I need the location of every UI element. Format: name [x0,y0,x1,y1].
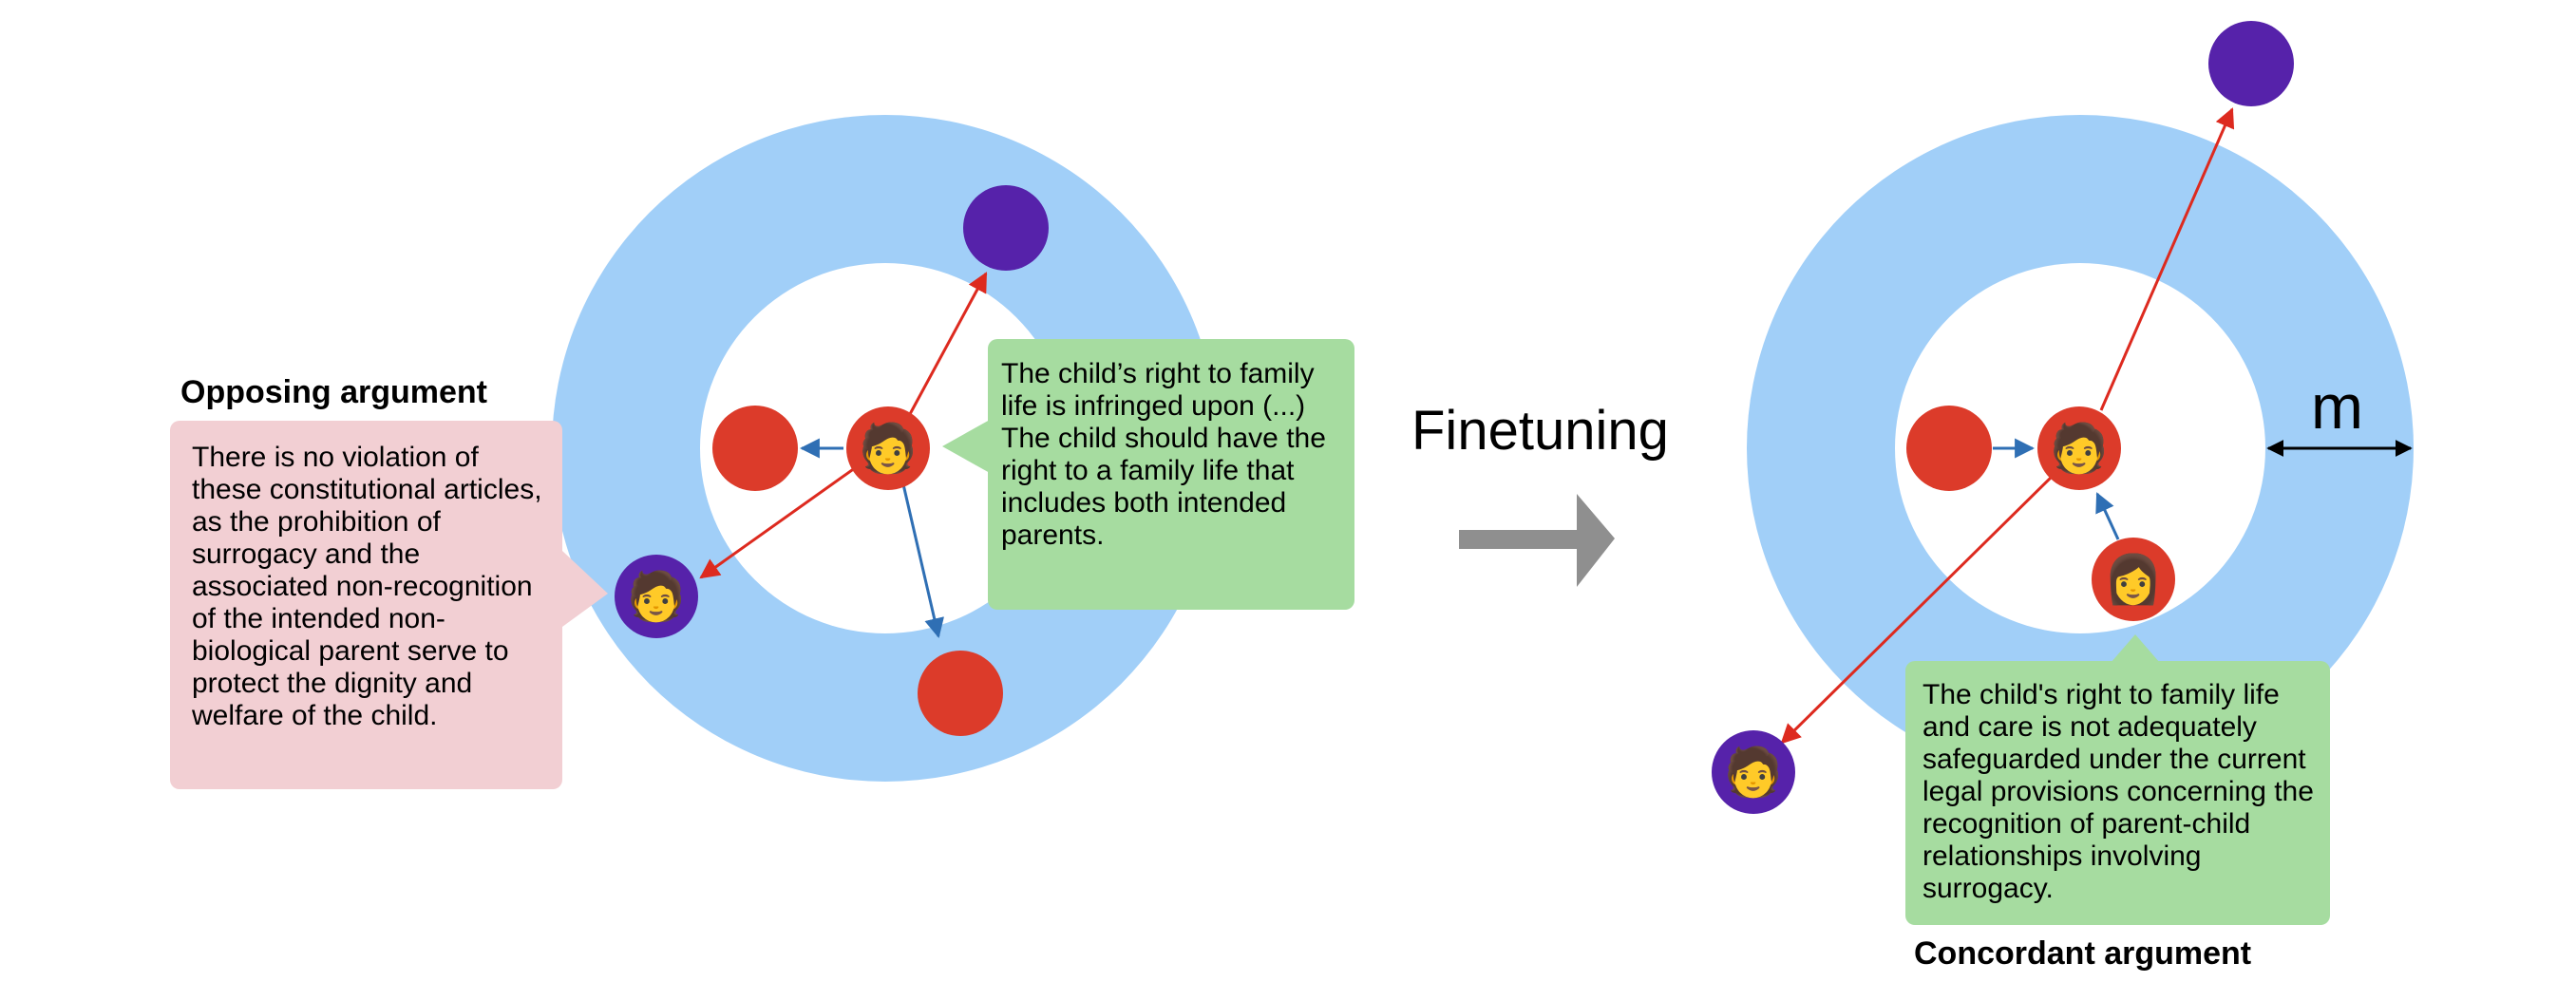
right-red-node-left [1906,406,1992,491]
right-purple-node [2208,21,2294,106]
anchor-argument-text-1: The child’s right to family life is infr… [1001,358,1315,422]
concordant-argument-heading: Concordant argument [1914,935,2252,972]
opposing-argument-bubble: There is no violation of these constitut… [170,421,562,789]
right-arrow-judge-to-anchor [2095,492,2120,540]
left-red-node-bottom [918,651,1003,736]
right-judge-icon: 👩 [2092,538,2175,621]
left-anchor-person-icon: 🧑 [846,406,930,490]
margin-label: m [2311,371,2363,442]
left-arrow-to-purple [908,272,988,415]
opposing-argument-text: There is no violation of these constitut… [192,442,542,731]
anchor-argument-text-2: The child should have the right to a fam… [1001,423,1326,551]
opposing-argument-heading: Opposing argument [180,374,487,410]
left-purple-node [963,185,1049,271]
left-arrow-to-red-bottom [901,483,944,639]
concordant-argument-text: The child's right to family life and car… [1923,679,2314,904]
concordant-argument-bubble: The child's right to family life and car… [1905,661,2330,925]
right-arrow-to-purple [2099,107,2235,411]
right-anchor-person-icon: 🧑 [2037,406,2121,490]
anchor-argument-bubble: The child’s right to family life is infr… [988,339,1354,610]
right-opposing-person-icon: 🧑 [1712,730,1795,814]
left-arrow-to-opposing [699,463,860,579]
pink-bubble-tail [562,551,608,627]
left-red-node-left [712,406,798,491]
right-green-bubble-tail [2111,634,2160,663]
right-arrow-to-opposing [1780,473,2055,745]
left-opposing-person-icon: 🧑 [615,555,698,638]
finetuning-label: Finetuning [1411,400,1669,462]
left-green-bubble-tail [942,420,990,473]
finetuning-arrow-icon [1459,494,1615,587]
